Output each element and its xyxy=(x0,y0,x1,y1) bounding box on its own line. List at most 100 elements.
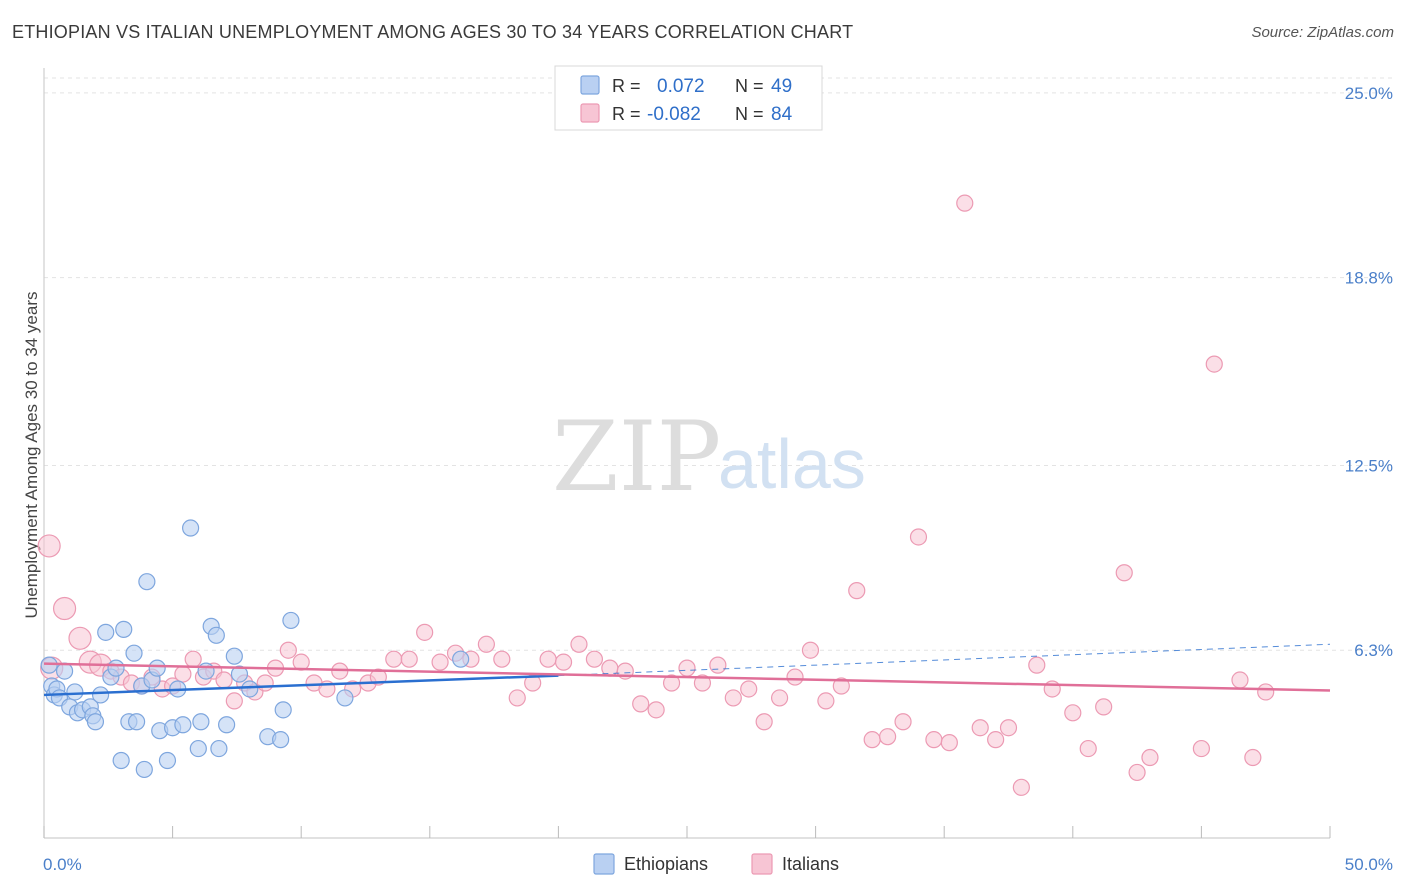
italians-point-71 xyxy=(999,719,1018,737)
ethiopians-point-41 xyxy=(230,665,249,683)
italians-point-68 xyxy=(956,194,974,212)
legend-r-label-italians: R = xyxy=(612,104,641,124)
ethiopians-point-14 xyxy=(97,623,115,641)
italians-point-85 xyxy=(1257,683,1275,701)
ethiopians-point-13 xyxy=(91,686,110,704)
ethiopians-point-17 xyxy=(112,751,130,770)
x-tick-min: 0.0% xyxy=(43,855,82,874)
italians-point-41 xyxy=(539,650,557,668)
italians-point-39 xyxy=(508,689,526,707)
trend-lines xyxy=(43,643,1331,697)
x-tick-labels: 0.0% 50.0% xyxy=(43,855,1393,874)
italians-point-76 xyxy=(1079,739,1097,758)
italians-point-17 xyxy=(215,671,233,689)
italians-point-54 xyxy=(740,680,758,698)
italians-point-32 xyxy=(400,650,418,668)
italians-point-2 xyxy=(52,596,77,621)
ethiopians-point-20 xyxy=(125,644,143,662)
italians-point-0 xyxy=(37,534,61,558)
ethiopians-point-32 xyxy=(182,519,200,537)
ethiopians-point-47 xyxy=(336,689,354,707)
italians-point-79 xyxy=(1128,763,1146,782)
watermark-zip: ZIP xyxy=(552,401,721,513)
italians-point-55 xyxy=(755,713,773,731)
italians-point-48 xyxy=(647,701,665,719)
italians-point-57 xyxy=(786,668,804,686)
ethiopians-point-40 xyxy=(225,647,243,665)
italians-point-61 xyxy=(848,582,866,600)
italians-point-50 xyxy=(678,659,696,677)
italians-point-83 xyxy=(1205,355,1223,373)
ethiopians-point-44 xyxy=(272,731,290,749)
ethiopians-point-0 xyxy=(40,656,58,674)
italians-point-49 xyxy=(662,674,681,692)
italians-point-77 xyxy=(1095,698,1113,716)
x-tick-max: 50.0% xyxy=(1345,855,1393,874)
y-tick-label-3: 25.0% xyxy=(1345,84,1393,103)
watermark: ZIP atlas xyxy=(552,401,866,513)
source-label: Source: ZipAtlas.com xyxy=(1251,24,1394,41)
ethiopians-point-26 xyxy=(148,659,166,677)
italians-point-69 xyxy=(971,719,989,737)
legend-n-label-italians: N = xyxy=(735,104,764,124)
ethiopians-trend-extension xyxy=(558,643,1331,677)
italians-point-63 xyxy=(879,728,897,746)
legend-r-label-ethiopians: R = xyxy=(612,76,641,96)
ethiopians-point-7 xyxy=(66,683,84,701)
y-tick-label-1: 12.5% xyxy=(1345,456,1393,475)
italians-point-73 xyxy=(1028,656,1046,674)
italians-point-80 xyxy=(1141,748,1159,767)
legend-swatch-ethiopians xyxy=(580,75,600,95)
watermark-atlas: atlas xyxy=(718,425,866,503)
ethiopians-point-21 xyxy=(127,713,146,731)
ethiopians-point-37 xyxy=(210,739,228,758)
italians-point-82 xyxy=(1244,748,1262,767)
italians-point-23 xyxy=(279,641,297,659)
ethiopians-point-5 xyxy=(55,662,74,680)
italians-point-33 xyxy=(416,623,434,641)
legend-swatch-italians xyxy=(580,103,600,123)
ethiopians-trend-line xyxy=(43,674,559,697)
legend-n-italians: 84 xyxy=(771,104,793,125)
italians-point-75 xyxy=(1064,704,1082,722)
italians-point-3 xyxy=(68,626,92,650)
axes xyxy=(43,68,1331,839)
legend-r-ethiopians: 0.072 xyxy=(657,76,705,97)
series-legend-italians: Italians xyxy=(782,854,839,874)
italians-point-42 xyxy=(554,653,573,671)
ethiopians-point-46 xyxy=(282,611,300,630)
italians-point-52 xyxy=(709,656,727,674)
legend-r-italians: -0.082 xyxy=(647,104,701,125)
italians-point-84 xyxy=(1231,671,1249,689)
ethiopians-point-16 xyxy=(107,659,125,677)
italians-point-70 xyxy=(987,731,1005,749)
italians-point-81 xyxy=(1192,739,1211,758)
ethiopians-points xyxy=(40,519,470,779)
ethiopians-point-42 xyxy=(241,680,259,698)
italians-point-21 xyxy=(256,674,274,692)
series-legend-swatch-ethiopians xyxy=(593,853,615,875)
italians-point-65 xyxy=(909,528,928,546)
ethiopians-point-39 xyxy=(218,716,236,734)
correlation-legend: R = 0.072 N = 49 R = -0.082 N = 84 xyxy=(554,65,823,131)
ethiopians-point-38 xyxy=(207,626,225,644)
italians-trend-line xyxy=(43,662,1331,692)
italians-point-44 xyxy=(585,650,604,668)
italians-point-37 xyxy=(477,635,495,653)
ethiopians-point-45 xyxy=(274,701,292,719)
italians-point-53 xyxy=(724,689,742,707)
italians-point-14 xyxy=(184,650,202,668)
italians-point-31 xyxy=(385,650,403,668)
series-legend-ethiopians: Ethiopians xyxy=(624,854,708,874)
chart-title: ETHIOPIAN VS ITALIAN UNEMPLOYMENT AMONG … xyxy=(12,22,854,42)
italians-point-51 xyxy=(693,674,712,692)
italians-point-13 xyxy=(174,665,192,683)
ethiopians-point-18 xyxy=(115,620,133,638)
ethiopians-point-31 xyxy=(174,716,192,734)
ethiopians-point-24 xyxy=(138,573,156,591)
legend-n-label-ethiopians: N = xyxy=(735,76,764,96)
italians-point-38 xyxy=(493,650,511,668)
italians-point-78 xyxy=(1115,564,1133,582)
y-tick-labels: 6.3% 12.5% 18.8% 25.0% xyxy=(1345,84,1393,660)
